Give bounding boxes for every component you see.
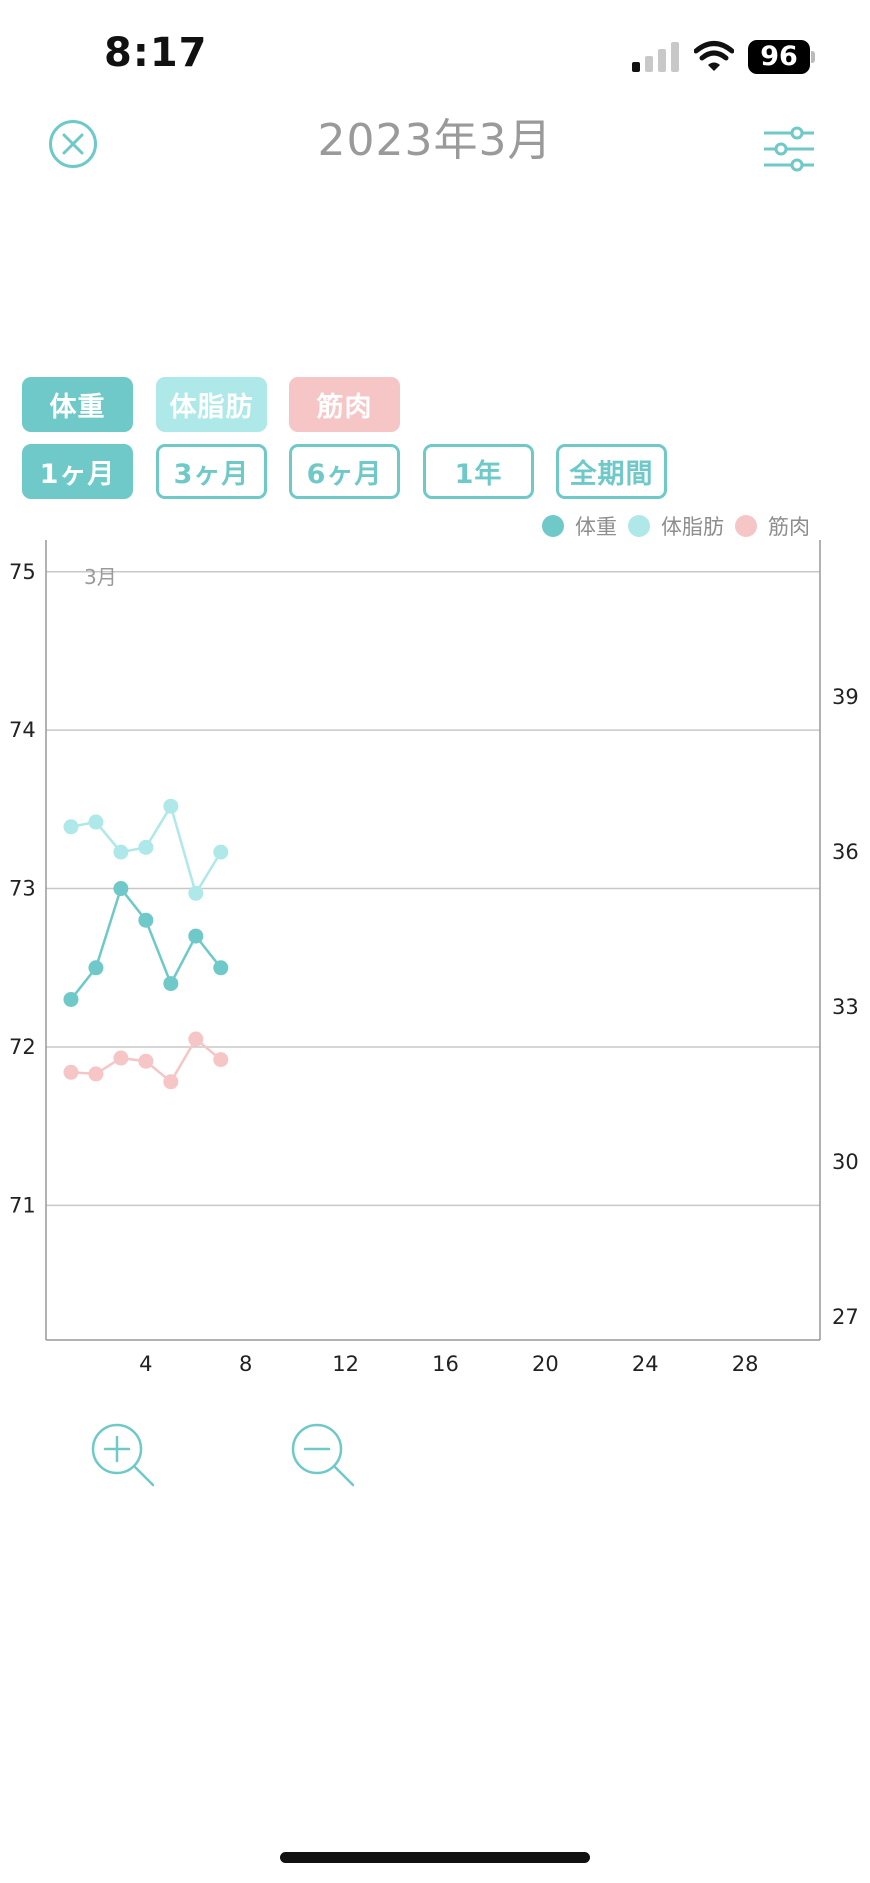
- battery-indicator: 96: [748, 40, 810, 74]
- series-2-point[interactable]: [188, 1031, 204, 1047]
- series-2-point[interactable]: [63, 1064, 79, 1080]
- series-1-point[interactable]: [113, 844, 129, 860]
- cellular-signal-icon: [632, 42, 679, 72]
- x-tick-label: 28: [732, 1352, 759, 1376]
- x-tick-label: 12: [332, 1352, 359, 1376]
- period-tab-3-months[interactable]: 3ヶ月: [156, 444, 267, 499]
- chart-axes: [45, 540, 821, 1341]
- series-line-0: [69, 885, 222, 1001]
- series-2-point[interactable]: [213, 1052, 229, 1068]
- series-2-point[interactable]: [88, 1066, 104, 1082]
- left-y-tick-label: 75: [9, 560, 36, 584]
- metric-tab-body-fat[interactable]: 体脂肪: [156, 377, 267, 432]
- x-tick-label: 16: [432, 1352, 459, 1376]
- legend-dot-muscle: [735, 515, 757, 537]
- series-0-point[interactable]: [88, 960, 104, 976]
- page-title: 2023年3月: [317, 115, 553, 166]
- series-0-point[interactable]: [188, 928, 204, 944]
- left-y-tick-label: 71: [9, 1193, 36, 1217]
- series-0-point[interactable]: [113, 881, 129, 897]
- status-time: 8:17: [104, 30, 208, 76]
- period-tab-1-year[interactable]: 1年: [423, 444, 534, 499]
- left-y-tick-label: 73: [9, 877, 36, 901]
- x-tick-label: 24: [632, 1352, 659, 1376]
- chart-month-label: 3月: [84, 565, 117, 589]
- series-1-point[interactable]: [138, 839, 154, 855]
- close-circle-icon: [49, 120, 97, 168]
- x-tick-label: 20: [532, 1352, 559, 1376]
- period-tab-1-month[interactable]: 1ヶ月: [22, 444, 133, 499]
- chart-labels: 71 72 73 74 75 27 30 33 36 39 4 8 12 16 20 24 28 3月: [9, 560, 859, 1376]
- series-1-point[interactable]: [188, 885, 204, 901]
- series-0-point[interactable]: [138, 912, 154, 928]
- zoom-in-button[interactable]: [90, 1422, 160, 1492]
- filter-settings-button[interactable]: [764, 126, 814, 172]
- x-tick-label: 4: [139, 1352, 152, 1376]
- legend-label-muscle: 筋肉: [768, 515, 810, 539]
- series-1-point[interactable]: [213, 844, 229, 860]
- series-0-point[interactable]: [213, 960, 229, 976]
- series-1-point[interactable]: [63, 819, 79, 835]
- series-2-point[interactable]: [138, 1053, 154, 1069]
- zoom-in-icon: [91, 1423, 155, 1487]
- metric-tab-weight[interactable]: 体重: [22, 377, 133, 432]
- right-y-tick-label: 30: [832, 1150, 859, 1174]
- legend-label-body-fat: 体脂肪: [661, 515, 724, 539]
- wifi-icon: [694, 41, 734, 71]
- home-indicator: [280, 1852, 590, 1863]
- period-tab-all[interactable]: 全期間: [556, 444, 667, 499]
- legend-dot-body-fat: [628, 515, 650, 537]
- legend-dot-weight: [542, 515, 564, 537]
- metric-tab-muscle[interactable]: 筋肉: [289, 377, 400, 432]
- chart-grid: [46, 571, 820, 1207]
- period-tab-6-months[interactable]: 6ヶ月: [289, 444, 400, 499]
- right-y-tick-label: 39: [832, 685, 859, 709]
- close-button[interactable]: [48, 119, 98, 169]
- series-0-point[interactable]: [63, 991, 79, 1007]
- right-y-tick-label: 27: [832, 1305, 859, 1329]
- series-2-point[interactable]: [163, 1074, 179, 1090]
- chart-series: [63, 798, 229, 1090]
- battery-nub: [811, 51, 815, 63]
- series-1-point[interactable]: [163, 798, 179, 814]
- right-y-tick-label: 36: [832, 840, 859, 864]
- left-y-tick-label: 74: [9, 718, 36, 742]
- series-1-point[interactable]: [88, 814, 104, 830]
- series-0-point[interactable]: [163, 976, 179, 992]
- left-y-tick-label: 72: [9, 1035, 36, 1059]
- sliders-icon: [764, 126, 814, 172]
- zoom-out-icon: [291, 1423, 355, 1487]
- x-tick-label: 8: [239, 1352, 252, 1376]
- zoom-out-button[interactable]: [290, 1422, 360, 1492]
- legend-label-weight: 体重: [575, 515, 617, 539]
- right-y-tick-label: 33: [832, 995, 859, 1019]
- series-2-point[interactable]: [113, 1050, 129, 1066]
- line-chart[interactable]: 71 72 73 74 75 27 30 33 36 39 4 8 12 16 20 24 28 3月: [0, 540, 870, 1380]
